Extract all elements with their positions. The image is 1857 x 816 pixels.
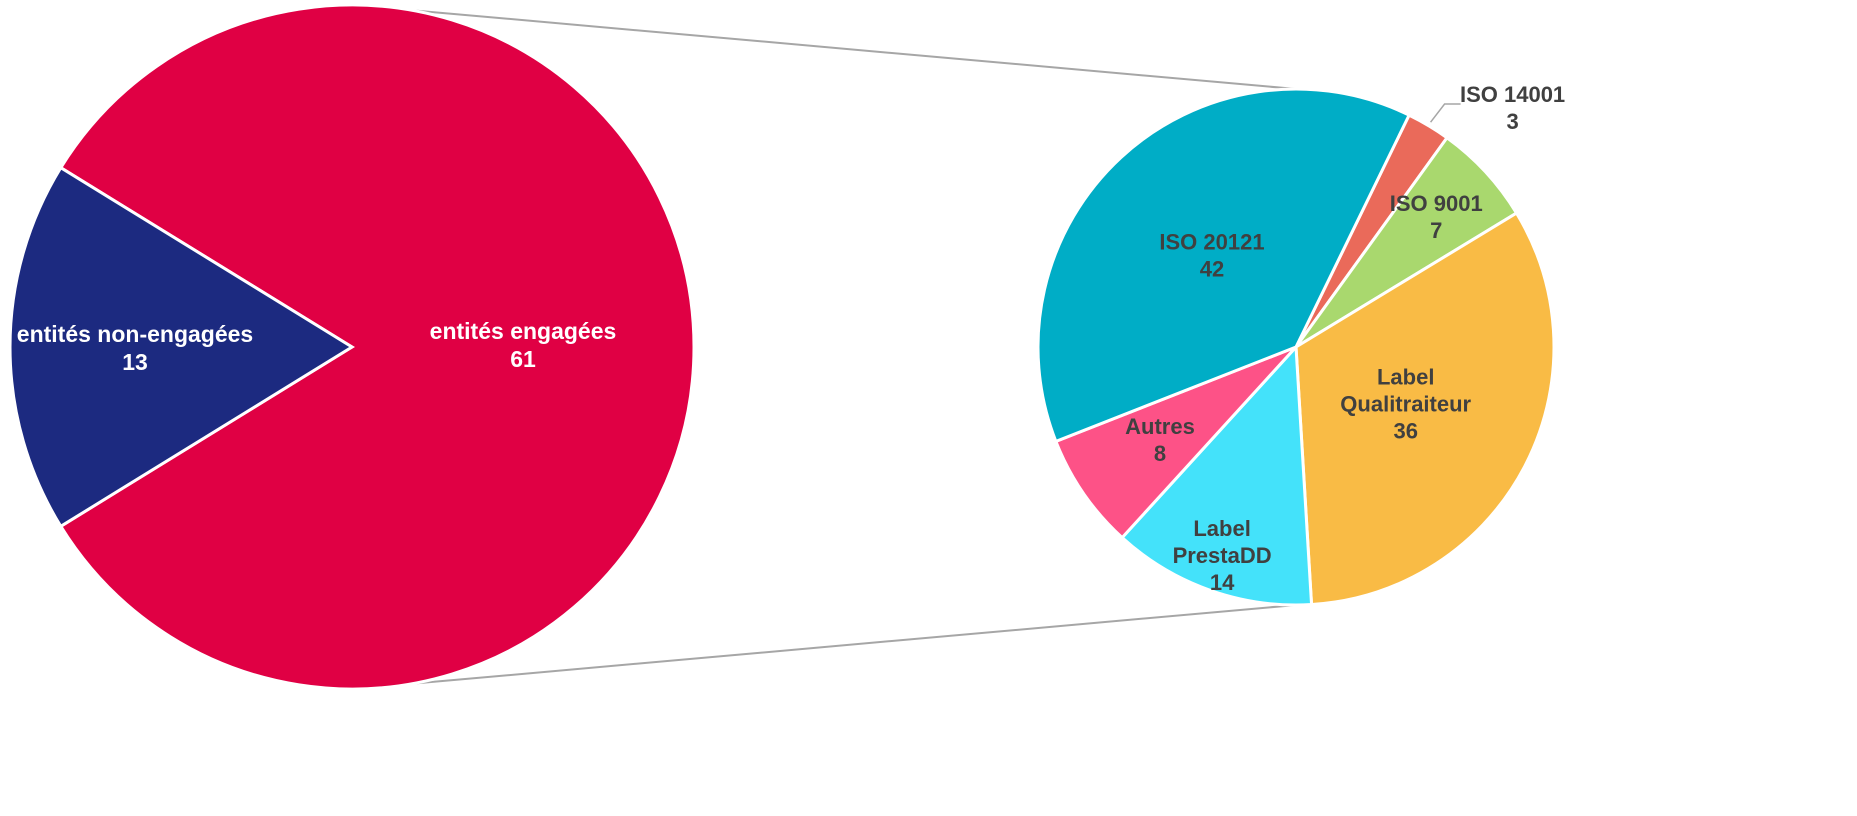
label-entites-engagees: entités engagées 61 — [430, 318, 617, 372]
connector-line-bottom — [411, 604, 1297, 685]
slice-autres — [1053, 345, 1298, 540]
connector-lines — [411, 9, 1297, 685]
label-iso-14001: ISO 14001 3 — [1460, 82, 1565, 134]
data-labels: entités engagées 61 entités non-engagées 13… — [17, 82, 1565, 595]
label-iso-9001: ISO 9001 7 — [1390, 191, 1483, 243]
secondary-pie — [1036, 87, 1556, 607]
label-entites-non-engagees: entités non-engagées 13 — [17, 321, 253, 375]
label-label-qualitraiteur: Label Qualitraiteur 36 — [1340, 364, 1471, 443]
slice-entites-engagees — [58, 3, 696, 691]
connector-line-top — [411, 9, 1297, 90]
label-label-prestadd: Label PrestaDD 14 — [1173, 516, 1272, 595]
main-pie — [8, 3, 696, 691]
label-autres: Autres 8 — [1125, 414, 1195, 466]
slice-label-prestadd — [1120, 343, 1314, 607]
slice-entites-non-engagees — [8, 165, 355, 529]
label-iso-20121: ISO 20121 42 — [1159, 230, 1264, 282]
slice-iso-20121 — [1036, 87, 1412, 444]
leader-line-iso-14001 — [1429, 103, 1461, 123]
slice-label-qualitraiteur — [1294, 211, 1556, 607]
